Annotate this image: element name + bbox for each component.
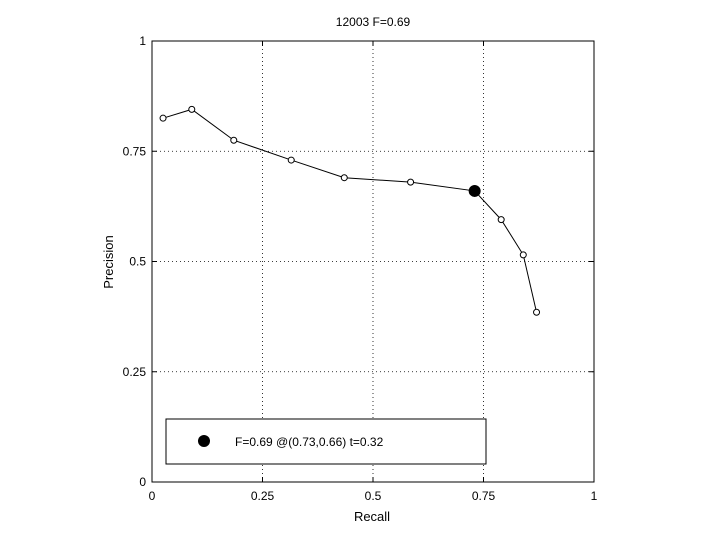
data-point — [519, 251, 527, 259]
x-tick-label: 0 — [149, 489, 156, 503]
x-tick-label: 1 — [591, 489, 598, 503]
x-tick-label: 0.25 — [251, 489, 275, 503]
data-point — [340, 174, 348, 182]
x-axis-label: Recall — [354, 509, 390, 524]
x-tick-label: 0.5 — [365, 489, 382, 503]
legend-marker-icon — [198, 435, 210, 447]
grid-lines — [152, 41, 594, 482]
y-tick-label: 0.5 — [129, 255, 146, 269]
y-axis-label: Precision — [101, 235, 116, 288]
x-tick-label: 0.75 — [472, 489, 496, 503]
y-tick-label: 0 — [139, 475, 146, 489]
data-point — [159, 114, 167, 122]
legend-entry: F=0.69 @(0.73,0.66) t=0.32 — [235, 435, 384, 449]
data-point — [533, 308, 541, 316]
data-point — [497, 216, 505, 224]
chart-title: 12003 F=0.69 — [336, 15, 411, 29]
legend: F=0.69 @(0.73,0.66) t=0.32 — [165, 418, 487, 465]
pr-curve-line — [162, 108, 538, 313]
series-layer — [159, 105, 541, 316]
data-point — [407, 178, 415, 186]
y-tick-label: 1 — [139, 34, 146, 48]
axis-ticks: 0 0.25 0.5 0.75 1 0 0.25 0.5 0.75 1 — [123, 34, 598, 503]
legend-box — [165, 418, 487, 465]
y-tick-label: 0.25 — [123, 365, 147, 379]
best-f-point — [468, 184, 481, 197]
data-point — [188, 105, 196, 113]
y-tick-label: 0.75 — [123, 144, 147, 158]
data-point — [230, 136, 238, 144]
data-point — [287, 156, 295, 164]
